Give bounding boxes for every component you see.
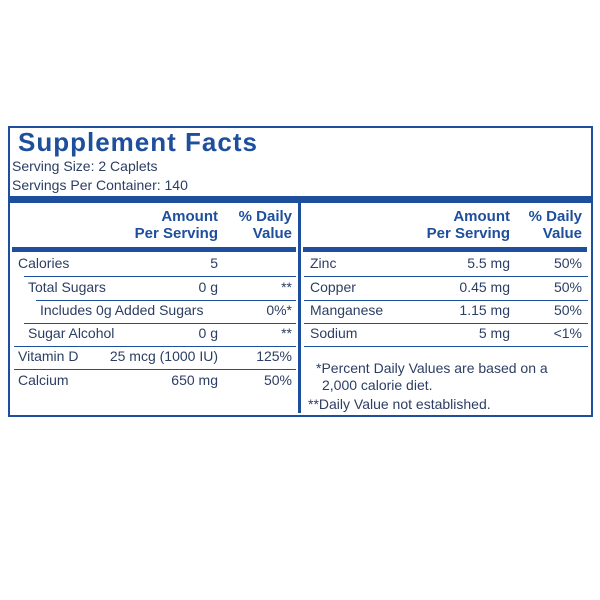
row-line [14,346,296,347]
nutrient-name: Zinc [310,255,337,271]
daily-value: 125% [256,348,292,364]
daily-value: ** [281,325,292,341]
row-line [304,323,588,324]
row-line [304,276,588,277]
nutrient-name: Total Sugars [28,279,106,295]
title: Supplement Facts [18,127,258,157]
amount: 25 mcg (1000 IU) [109,348,218,364]
facts-border [8,126,593,417]
row-line [24,276,296,277]
divider-bar [10,196,591,203]
daily-value-header: Value [252,225,292,242]
daily-value-header: % Daily [528,208,582,225]
daily-value: 50% [553,302,582,318]
nutrient-name: Calories [18,255,70,271]
row-line [304,346,588,347]
amount: 5.5 mg [467,255,510,271]
footnote: 2,000 calorie diet. [322,377,433,393]
nutrient-name: Copper [310,279,356,295]
daily-value: 50% [263,372,292,388]
amount-header: Per Serving [134,225,218,242]
amount-header: Amount [161,208,218,225]
amount: 0 g [198,325,218,341]
header-bar [303,247,587,252]
nutrient-name: Sugar Alcohol [28,325,115,341]
nutrient-name: Vitamin D [18,348,79,364]
row-line [14,369,296,370]
row-line [36,300,296,301]
nutrient-name: Sodium [310,325,358,341]
amount: 0 g [198,279,218,295]
daily-value: 50% [553,279,582,295]
header-bar [12,247,296,252]
serving-size: Serving Size: 2 Caplets [12,158,158,174]
daily-value-header: Value [542,225,582,242]
daily-value: ** [281,279,292,295]
row-line [304,300,588,301]
footnote: **Daily Value not established. [308,396,491,412]
servings-per-container: Servings Per Container: 140 [12,177,188,193]
amount: 5 mg [478,325,510,341]
row-line [24,323,296,324]
footnote: *Percent Daily Values are based on a [316,360,548,376]
daily-value: 50% [553,255,582,271]
nutrient-name: Calcium [18,372,69,388]
amount: 1.15 mg [459,302,510,318]
amount: 650 mg [171,372,218,388]
daily-value: <1% [553,325,582,341]
amount: 0.45 mg [459,279,510,295]
amount-header: Amount [453,208,510,225]
column-divider [298,203,301,413]
amount: 5 [210,255,218,271]
nutrient-name: Includes 0g Added Sugars [40,302,204,318]
amount-header: Per Serving [426,225,510,242]
daily-value: 0%* [266,302,292,318]
nutrient-name: Manganese [310,302,384,318]
daily-value-header: % Daily [238,208,292,225]
